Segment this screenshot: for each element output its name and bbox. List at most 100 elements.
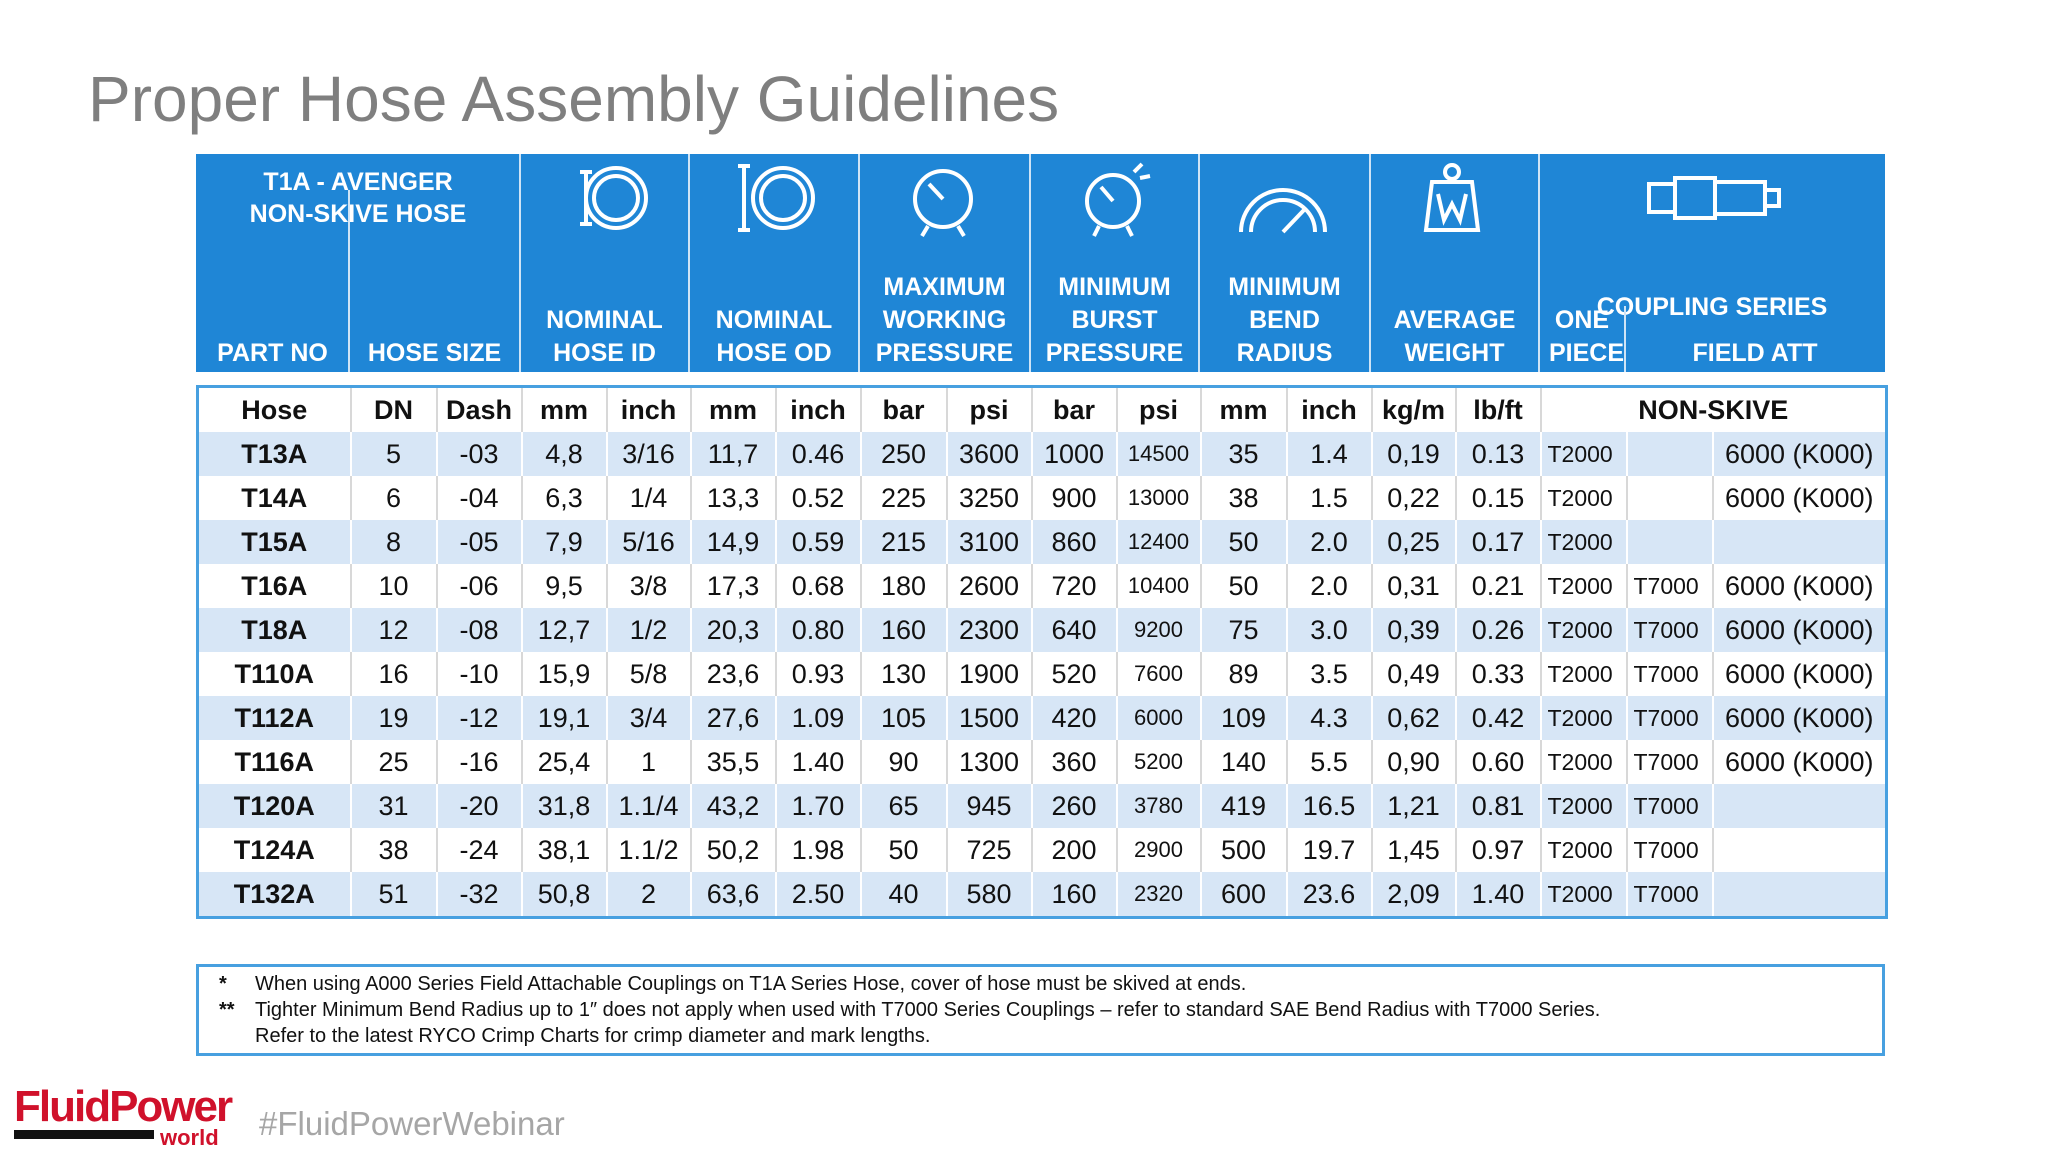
table-cell: 360 [1030, 740, 1117, 784]
table-cell: 38 [1199, 476, 1287, 520]
table-cell: 520 [1030, 652, 1117, 696]
table-cell: T15A [196, 520, 351, 564]
pressure-gauge-icon [913, 169, 973, 238]
unit-cell: psi [1115, 386, 1201, 432]
weight-icon [1423, 163, 1481, 232]
table-cell: T7000 [1625, 608, 1713, 652]
table-cell: 14,9 [689, 520, 776, 564]
table-cell: 5/16 [605, 520, 691, 564]
table-cell: 40 [859, 872, 947, 918]
table-cell: T7000 [1625, 784, 1713, 828]
table-cell: 75 [1199, 608, 1287, 652]
table-cell: 2 [605, 872, 691, 918]
table-cell: 225 [859, 476, 947, 520]
table-cell: T2000 [1539, 652, 1627, 696]
column-header: MAXIMUM WORKING PRESSURE [875, 273, 1014, 367]
table-cell: 1.1/2 [605, 828, 691, 872]
table-cell: T2000 [1539, 784, 1627, 828]
table-cell: 0.59 [774, 520, 861, 564]
header-separator [1029, 154, 1031, 372]
table-row: T112A 19 -12 19,1 3/4 27,6 1.09 105 1500 420 6000 1… [196, 696, 1887, 740]
column-header: PART NO [217, 339, 328, 367]
table-cell: 35,5 [689, 740, 776, 784]
table-cell: 23.6 [1285, 872, 1372, 918]
table-cell: 19,1 [520, 696, 607, 740]
table-cell: T14A [196, 476, 351, 520]
unit-cell: mm [1199, 386, 1287, 432]
table-cell: 1 [605, 740, 691, 784]
table-cell: 0,90 [1370, 740, 1456, 784]
table-cell: 0,49 [1370, 652, 1456, 696]
table-cell: -32 [435, 872, 522, 918]
unit-cell: inch [774, 386, 861, 432]
table-cell: 23,6 [689, 652, 776, 696]
table-cell: 6000 (K000) [1711, 696, 1887, 740]
table-cell: 0.42 [1454, 696, 1541, 740]
table-cell: 0,31 [1370, 564, 1456, 608]
logo-main: FluidPower [14, 1082, 233, 1131]
table-cell: 6 [349, 476, 437, 520]
table-row: T124A 38 -24 38,1 1.1/2 50,2 1.98 50 725 200 2900 5… [196, 828, 1887, 872]
table-cell: 860 [1030, 520, 1117, 564]
table-cell: 6000 (K000) [1711, 432, 1887, 476]
table-cell [1711, 784, 1887, 828]
coupling-subheader: FIELD ATT [1692, 339, 1818, 367]
burst-gauge-icon [1085, 162, 1151, 237]
table-cell: 50,2 [689, 828, 776, 872]
column-header: NOMINAL HOSE ID [546, 306, 663, 367]
table-cell: 10 [349, 564, 437, 608]
footnote-text: When using A000 Series Field Attachable … [255, 973, 1247, 995]
table-cell: 50 [1199, 520, 1287, 564]
table-cell: 130 [859, 652, 947, 696]
table-cell: 2.50 [774, 872, 861, 918]
table-cell: 9,5 [520, 564, 607, 608]
table-cell: T2000 [1539, 608, 1627, 652]
table-cell: 19 [349, 696, 437, 740]
table-cell: 0.68 [774, 564, 861, 608]
table-cell: 5.5 [1285, 740, 1372, 784]
column-header: HOSE SIZE [367, 339, 502, 367]
unit-cell: Dash [435, 386, 522, 432]
header-title-line: NON-SKIVE HOSE [249, 200, 467, 228]
footnote-text: Tighter Minimum Bend Radius up to 1″ doe… [255, 999, 1601, 1021]
table-cell: 420 [1030, 696, 1117, 740]
units-row: Hose DN Dash mm inch mm inch bar psi bar psi mm inch… [196, 386, 1887, 432]
table-cell: -20 [435, 784, 522, 828]
table-cell: 1000 [1030, 432, 1117, 476]
table-cell: 3/8 [605, 564, 691, 608]
logo-bar [14, 1130, 154, 1139]
table-cell: T16A [196, 564, 351, 608]
table-cell: 3100 [945, 520, 1032, 564]
table-cell: 725 [945, 828, 1032, 872]
table-cell: 3780 [1115, 784, 1201, 828]
table-cell: 9200 [1115, 608, 1201, 652]
table-cell: 3/4 [605, 696, 691, 740]
table-cell: 160 [859, 608, 947, 652]
table-cell: 63,6 [689, 872, 776, 918]
unit-cell: lb/ft [1454, 386, 1541, 432]
table-cell [1625, 432, 1713, 476]
hose-table: Hose DN Dash mm inch mm inch bar psi bar psi mm inch… [196, 385, 1888, 919]
table-cell: 25,4 [520, 740, 607, 784]
table-cell: 1.1/4 [605, 784, 691, 828]
table-row: T120A 31 -20 31,8 1.1/4 43,2 1.70 65 945 260 3780 4… [196, 784, 1887, 828]
slide-title: Proper Hose Assembly Guidelines [88, 63, 1060, 135]
table-cell: 0,62 [1370, 696, 1456, 740]
table-row: T110A 16 -10 15,9 5/8 23,6 0.93 130 1900 520 7600 8… [196, 652, 1887, 696]
table-cell: 2.0 [1285, 564, 1372, 608]
table-cell: 35 [1199, 432, 1287, 476]
table-cell: 6000 (K000) [1711, 564, 1887, 608]
footnote-marker: ** [219, 999, 235, 1021]
table-cell: T116A [196, 740, 351, 784]
table-cell: 6000 [1115, 696, 1201, 740]
table-cell: 25 [349, 740, 437, 784]
table-cell: 3250 [945, 476, 1032, 520]
table-cell: T2000 [1539, 520, 1627, 564]
table-cell: 0.97 [1454, 828, 1541, 872]
table-cell: 1500 [945, 696, 1032, 740]
table-cell: 6000 (K000) [1711, 608, 1887, 652]
table-cell: 4.3 [1285, 696, 1372, 740]
table-cell: 27,6 [689, 696, 776, 740]
column-header: AVERAGE WEIGHT [1393, 306, 1516, 367]
table-cell: 0,25 [1370, 520, 1456, 564]
